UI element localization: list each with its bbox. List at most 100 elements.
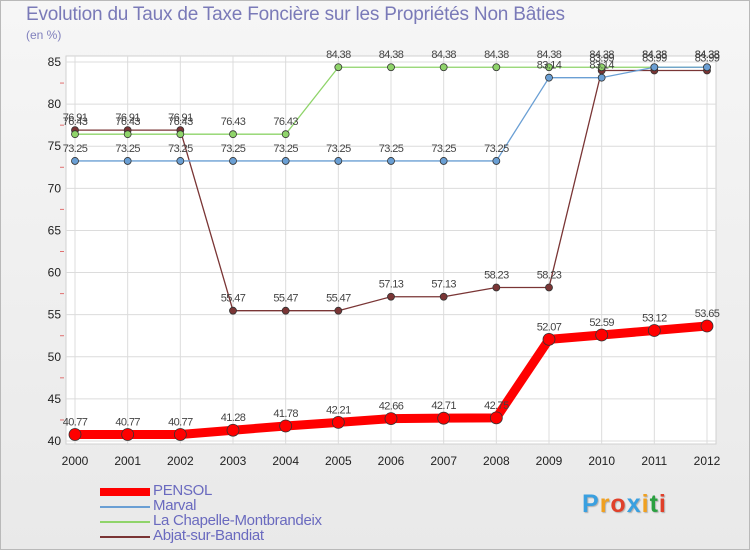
data-point (334, 306, 343, 315)
data-point (439, 63, 448, 72)
data-point (545, 63, 553, 72)
data-label: 84.38 (589, 49, 614, 61)
data-label: 42.75 (484, 400, 509, 412)
y-tick-label: 50 (48, 350, 62, 364)
x-tick-label: 2000 (62, 454, 89, 468)
data-label: 55.47 (326, 293, 351, 305)
data-label: 84.38 (695, 49, 720, 61)
data-label: 73.25 (115, 143, 140, 155)
data-point (597, 63, 606, 72)
data-point (226, 423, 240, 437)
legend-label: Abjat-sur-Bandiat (153, 527, 264, 544)
chart-title: Evolution du Taux de Taxe Foncière sur l… (26, 4, 565, 25)
x-tick-label: 2010 (588, 454, 615, 468)
data-label: 40.77 (168, 417, 193, 429)
data-label: 84.38 (431, 49, 456, 61)
data-point (647, 324, 661, 337)
data-point (229, 306, 237, 315)
x-tick-label: 2002 (167, 454, 194, 468)
data-label: 84.38 (642, 49, 667, 61)
x-tick-label: 2008 (483, 454, 510, 468)
legend-swatch (100, 536, 150, 538)
data-label: 53.12 (642, 313, 667, 325)
legend-label: La Chapelle-Montbrandeix (153, 512, 322, 529)
data-point (123, 130, 132, 139)
data-label: 73.25 (63, 143, 88, 155)
data-label: 83.99 (642, 53, 667, 65)
data-label: 84.38 (326, 49, 351, 61)
data-label: 76.43 (221, 116, 246, 128)
data-point (384, 412, 398, 425)
data-point (331, 415, 345, 429)
data-label: 52.07 (537, 321, 562, 333)
logo-letter: i (658, 490, 667, 518)
logo-letter: i (641, 490, 650, 518)
x-tick-label: 2001 (114, 454, 141, 468)
data-label: 76.43 (63, 116, 88, 128)
data-point (492, 157, 501, 165)
data-label: 73.25 (326, 143, 351, 155)
data-label: 76.43 (273, 116, 298, 128)
data-label: 83.14 (589, 60, 614, 72)
x-tick-label: 2003 (220, 454, 247, 468)
data-label: 41.28 (221, 412, 246, 424)
y-tick-label: 55 (48, 308, 62, 322)
data-point (650, 63, 659, 72)
legend-label: Marval (153, 497, 197, 514)
data-label: 73.25 (431, 143, 456, 155)
data-point (121, 428, 135, 441)
data-label: 73.25 (168, 143, 193, 155)
legend-swatch (100, 506, 150, 508)
data-label: 84.38 (379, 49, 404, 61)
data-point (387, 292, 395, 301)
data-label: 73.25 (379, 143, 404, 155)
x-tick-label: 2005 (325, 454, 352, 468)
proxiti-logo: Proxiti (582, 490, 667, 519)
data-point (279, 419, 293, 433)
data-label: 52.59 (589, 317, 614, 329)
data-label: 53.65 (695, 308, 720, 320)
data-label: 84.38 (695, 49, 720, 61)
x-tick-label: 2009 (536, 454, 563, 468)
data-label: 55.47 (221, 293, 246, 305)
data-point (71, 157, 79, 165)
data-point (176, 157, 185, 165)
data-point (439, 292, 448, 301)
x-tick-label: 2004 (272, 454, 299, 468)
data-point (281, 130, 290, 139)
data-label: 73.25 (484, 143, 509, 155)
x-tick-label: 2011 (641, 454, 667, 468)
y-tick-label: 75 (48, 139, 62, 153)
data-point (387, 157, 395, 165)
legend-label: PENSOL (153, 482, 213, 499)
data-point (542, 332, 556, 346)
data-point (545, 73, 553, 82)
y-tick-label: 70 (48, 181, 62, 195)
data-point (492, 283, 501, 292)
data-label: 42.21 (326, 404, 351, 416)
logo-letter: P (582, 490, 600, 518)
y-tick-label: 65 (48, 223, 62, 237)
data-point (597, 73, 606, 82)
data-label: 58.23 (537, 269, 562, 281)
data-label: 73.25 (221, 143, 246, 155)
data-point (229, 130, 237, 139)
x-tick-label: 2006 (378, 454, 405, 468)
data-label: 83.14 (537, 60, 562, 72)
data-point (229, 157, 237, 165)
data-label: 84.38 (484, 49, 509, 61)
data-point (123, 157, 132, 165)
data-label: 76.91 (63, 112, 88, 124)
legend-swatch (100, 488, 150, 496)
data-label: 57.13 (431, 279, 456, 291)
logo-letter: o (610, 490, 627, 518)
data-label: 76.43 (115, 116, 140, 128)
data-label: 76.91 (168, 112, 193, 124)
data-point (281, 306, 290, 315)
data-point (700, 319, 714, 333)
data-point (545, 283, 553, 292)
x-tick-label: 2012 (694, 454, 721, 468)
y-tick-label: 85 (48, 55, 62, 69)
data-point (173, 428, 187, 441)
data-point (334, 157, 343, 165)
